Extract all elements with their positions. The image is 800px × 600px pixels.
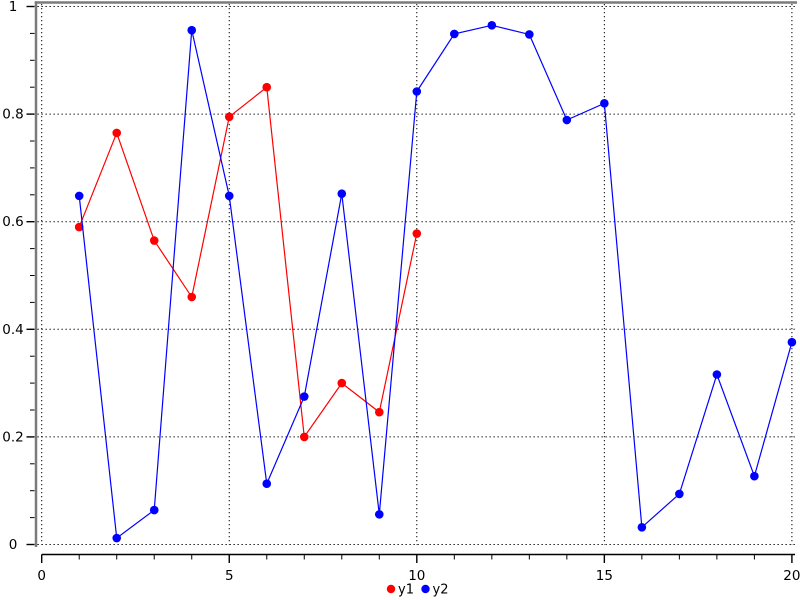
data-point-y2 [112, 533, 122, 543]
data-point-y2 [187, 25, 197, 35]
x-axis-tick-label: 0 [37, 568, 46, 584]
y-axis-tick-label: 0.4 [2, 322, 23, 338]
data-point-y2 [787, 337, 797, 347]
data-point-y2 [637, 522, 647, 532]
x-axis-tick-label: 5 [225, 568, 234, 584]
x-axis-tick-label: 20 [783, 568, 800, 584]
series-line-y2 [78, 24, 793, 540]
data-point-y1 [412, 229, 422, 238]
data-point-y2 [74, 191, 84, 201]
x-axis-tick-label: 15 [596, 568, 613, 584]
legend-label-y1: y1 [398, 583, 414, 598]
data-point-y2 [750, 471, 759, 481]
data-point-y2 [224, 191, 234, 201]
x-axis-tick-label: 10 [408, 568, 425, 584]
data-point-y2 [262, 479, 272, 489]
data-point-y2 [337, 189, 347, 199]
legend-marker-y2 [421, 584, 430, 594]
data-point-y2 [525, 30, 534, 39]
data-point-y2 [487, 21, 497, 30]
y-axis-tick-label: 0.8 [2, 107, 23, 123]
data-point-y2 [600, 99, 609, 108]
data-point-y2 [412, 87, 422, 96]
data-point-y1 [299, 432, 309, 442]
legend-label-y2: y2 [433, 583, 449, 598]
data-point-y2 [562, 115, 572, 125]
data-point-y1 [149, 236, 159, 245]
data-point-y1 [374, 407, 384, 417]
y-axis-tick-label: 0.2 [2, 429, 23, 445]
y-axis-tick-label: 1 [9, 0, 18, 15]
data-point-y2 [712, 370, 722, 379]
series-line-y1 [78, 86, 418, 439]
data-point-y1 [262, 82, 272, 92]
data-point-y2 [675, 489, 684, 499]
data-point-y2 [450, 29, 459, 39]
data-point-y2 [374, 510, 384, 519]
data-point-y1 [224, 112, 234, 122]
data-point-y2 [149, 505, 159, 515]
data-point-y1 [74, 222, 84, 232]
data-point-y2 [299, 392, 309, 401]
data-point-y1 [187, 292, 197, 302]
y-axis-tick-label: 0.6 [2, 214, 23, 230]
legend-marker-y1 [386, 584, 396, 594]
data-point-y1 [112, 128, 122, 138]
data-point-y1 [337, 378, 347, 388]
y-axis-tick-label: 0 [9, 537, 18, 553]
